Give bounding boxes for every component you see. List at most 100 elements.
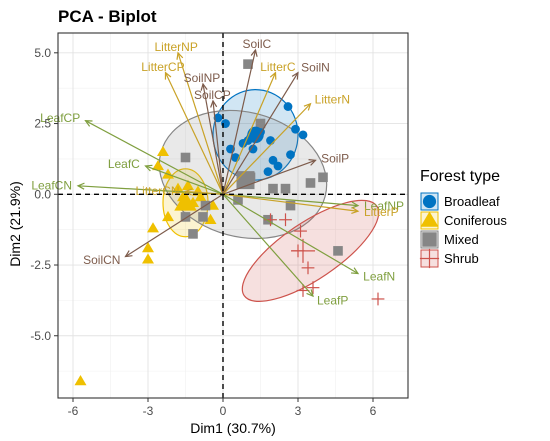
mixed-point [280,183,291,194]
loading-label: LeafCP [40,111,80,125]
loading-label: LitterCN [136,184,180,198]
loading-arrow-head [269,71,277,80]
loading-litternp: LitterNP [155,40,224,195]
coniferous-point [152,159,164,171]
mixed-point [255,118,266,129]
loading-arrow-head [291,71,299,80]
shrub-point [301,261,315,275]
broadleaf-point [286,150,295,160]
loading-label: LitterCP [141,60,184,74]
y-tick-label: -2.5 [30,258,51,272]
y-tick-label: 2.5 [34,117,51,131]
mixed-point [333,246,343,256]
loading-label: LeafC [108,157,140,171]
coniferous-point [162,210,174,222]
mixed-point [180,212,191,222]
x-axis-title: Dim1 (30.7%) [190,420,276,436]
coniferous-point [157,145,169,157]
loading-arrow-head [144,164,153,172]
loading-arrow-line [222,72,277,195]
loading-soilc: SoilC [222,37,271,195]
loading-label: LitterNP [155,40,198,54]
broadleaf-point [283,102,293,111]
loading-arrow-head [84,120,93,127]
loading-arrow-head [308,159,317,166]
loading-soiln: SoilN [222,61,330,195]
y-tick-label: 0.0 [34,187,51,201]
broadleaf-point [268,155,278,165]
coniferous-point [182,179,194,190]
coniferous-point [194,191,207,202]
loading-arrow-head [351,201,360,209]
broadleaf-point [291,124,300,134]
legend-symbol [422,232,437,247]
loading-arrow-head [184,188,193,196]
mixed-point [243,59,253,69]
shrub-point [294,224,307,238]
broadleaf-point [266,136,275,145]
loading-arrow-line [85,120,224,195]
mixed-point [233,195,243,205]
loading-litterc: LitterC [222,60,296,195]
loading-arrow-line [222,159,316,195]
loading-arrow-head [76,182,85,190]
plot-panel [58,33,408,398]
legend-label: Coniferous [444,213,507,228]
shrub-point [279,213,292,227]
loading-soilnp: SoilNP [184,71,224,195]
mixed-point [188,229,198,239]
mixed-point [305,178,316,188]
legend-label: Shrub [444,251,479,266]
panel-background [58,33,408,398]
mixed-point [268,183,278,194]
broadleaf-mean-point [247,126,264,144]
loading-arrow-line [177,52,224,195]
broadleaf-point [248,144,258,154]
loading-arrow-line [222,193,359,207]
legend-symbol [422,194,437,209]
loading-litterp: LitterP [222,193,399,219]
loading-leafc: LeafC [108,157,224,195]
mixed-point [198,212,208,222]
loading-label: LitterN [315,92,350,106]
loading-arrow-head [124,250,133,258]
loading-arrow-head [303,102,312,111]
legend-label: Mixed [444,232,479,247]
loading-arrow-head [164,71,172,80]
loading-arrow-line [125,193,224,258]
broadleaf-point [298,130,308,140]
loading-label: LitterC [260,60,296,74]
coniferous-point [142,253,154,264]
loading-littercp: LitterCP [141,60,224,195]
loading-label: SoilN [301,61,330,75]
loading-arrow-line [222,103,311,195]
legend-item-broadleaf: Broadleaf [420,192,500,211]
loading-label: SoilC [242,37,271,51]
loading-arrow-line [185,190,224,195]
panel-border [57,32,409,399]
loading-label: SoilP [321,151,349,165]
coniferous-point [172,182,184,193]
loading-leafnp: LeafNP [222,193,404,213]
broadleaf-point [273,161,283,171]
broadleaf-point [213,113,223,123]
loading-arrow-head [306,289,314,298]
loading-label: SoilNP [184,71,221,85]
x-tick-label: -3 [143,404,154,418]
loading-arrow-head [350,267,360,275]
loading-arrow-line [145,165,224,195]
loading-label: LitterP [364,205,399,219]
coniferous-point [74,375,87,386]
mixed-point [285,200,296,211]
mixed-point [318,172,328,183]
loading-arrow-head [351,206,360,215]
y-axis-title: Dim2 (21.9%) [7,181,23,267]
loading-label: LeafP [317,294,348,308]
shrub-point [306,281,320,295]
loading-arrow-line [164,72,224,195]
legend-item-mixed: Mixed [420,230,479,249]
loading-label: LeafNP [364,199,404,213]
loading-soilp: SoilP [222,151,349,195]
legend-symbol [419,248,440,269]
